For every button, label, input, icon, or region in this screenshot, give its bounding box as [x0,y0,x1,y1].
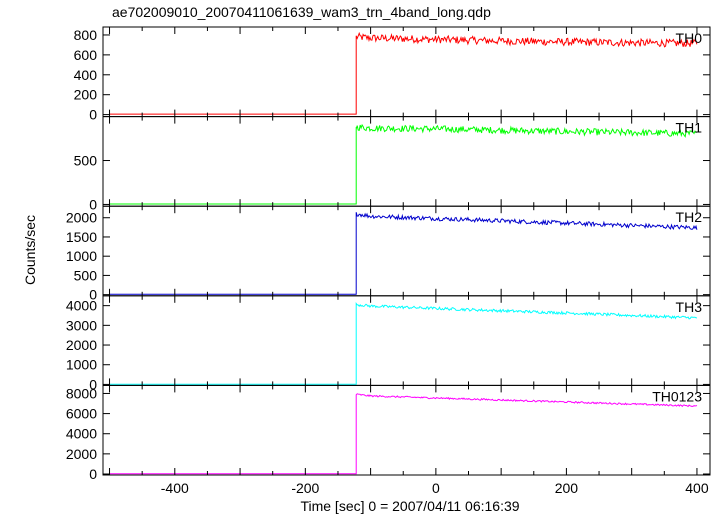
y-tick-label-th0: 200 [74,87,98,103]
y-tick-label-th0123: 8000 [66,385,97,401]
chart-title: ae702009010_20070411061639_wam3_trn_4ban… [112,4,491,20]
y-tick-label-th0: 600 [74,47,98,63]
x-tick-label: -200 [291,480,319,496]
panel-label-th1: TH1 [676,120,703,136]
x-tick-label: 0 [432,480,440,496]
x-axis-label: Time [sec] 0 = 2007/04/11 06:16:39 [300,498,520,514]
y-tick-label-th2: 2000 [66,210,97,226]
panel-frame-th0 [102,26,711,118]
series-line-th3 [109,302,698,385]
y-tick-label-th3: 0 [89,376,97,392]
y-tick-label-th3: 2000 [66,337,97,353]
panel-label-th3: TH3 [676,299,703,315]
y-tick-label-th3: 4000 [66,298,97,314]
y-tick-label-th0123: 2000 [66,446,97,462]
y-tick-label-th2: 1000 [66,248,97,264]
x-tick-label: 200 [555,480,579,496]
panel-label-th0: TH0 [676,30,703,46]
y-tick-label-th1: 0 [89,196,97,212]
panel-frame-th0123 [102,384,711,476]
y-tick-label-th0123: 6000 [66,406,97,422]
panel-frame-th1 [102,116,711,207]
panel-frame-th3 [102,295,711,386]
y-tick-label-th1: 500 [74,153,98,169]
y-tick-label-th2: 1500 [66,229,97,245]
series-line-th1 [109,123,698,205]
y-tick-label-th0: 0 [89,107,97,123]
y-tick-label-th2: 0 [89,287,97,303]
series-line-th2 [109,212,698,295]
y-tick-label-th0123: 0 [89,466,97,482]
x-tick-label: 400 [685,480,709,496]
y-tick-label-th3: 1000 [66,357,97,373]
y-tick-label-th0123: 4000 [66,426,97,442]
y-tick-label-th0: 800 [74,27,98,43]
y-tick-label-th2: 500 [74,267,98,283]
series-line-th0 [109,31,698,115]
panel-label-th0123: TH0123 [652,388,702,404]
y-tick-label-th3: 3000 [66,317,97,333]
x-tick-label: -400 [161,480,189,496]
series-line-th0123 [109,393,698,475]
y-tick-label-th0: 400 [74,67,98,83]
panel-label-th2: TH2 [676,209,703,225]
